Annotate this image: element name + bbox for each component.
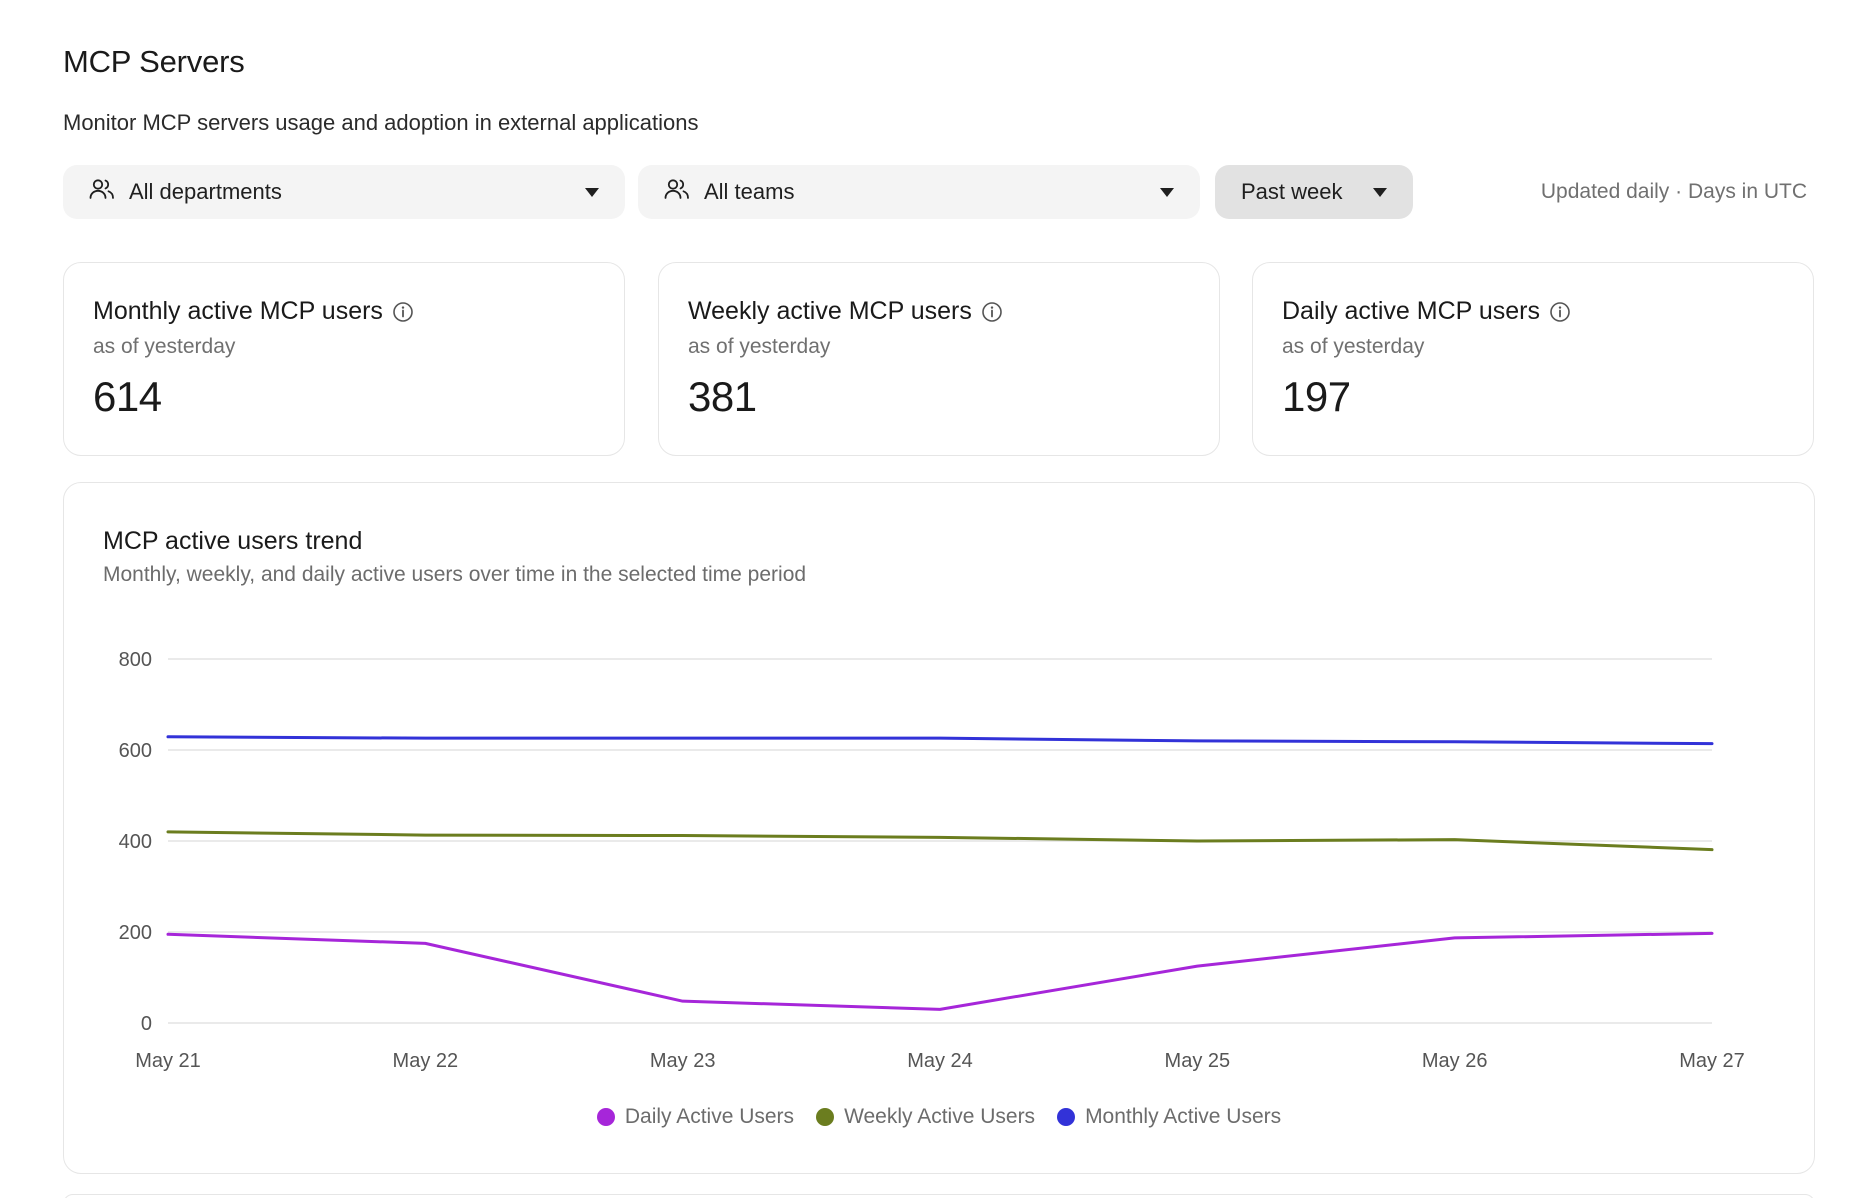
info-icon[interactable] bbox=[392, 301, 414, 323]
y-tick-label: 600 bbox=[119, 740, 152, 762]
next-panel-edge bbox=[63, 1194, 1815, 1198]
chevron-down-icon bbox=[1160, 187, 1174, 197]
department-filter-label: All departments bbox=[129, 179, 282, 204]
card-title: Monthly active MCP users bbox=[93, 297, 383, 325]
legend-label: Monthly Active Users bbox=[1085, 1105, 1282, 1128]
x-tick-label: May 25 bbox=[1165, 1050, 1231, 1072]
daily-active-card: Daily active MCP users as of yesterday 1… bbox=[1252, 262, 1814, 456]
users-icon bbox=[664, 177, 690, 207]
team-filter-dropdown[interactable]: All teams bbox=[638, 165, 1200, 219]
y-tick-label: 200 bbox=[119, 922, 152, 944]
card-title: Daily active MCP users bbox=[1282, 297, 1540, 325]
series-line-daily-active-users bbox=[166, 931, 1714, 1011]
line-chart: 0 200 400 600 800 May 21 May 22 May 23 May 24 May… bbox=[119, 649, 1745, 1072]
card-subtitle: as of yesterday bbox=[688, 335, 831, 358]
x-tick-label: May 24 bbox=[907, 1050, 973, 1072]
update-note: Updated daily · Days in UTC bbox=[1540, 180, 1807, 203]
y-tick-label: 400 bbox=[119, 831, 152, 853]
y-tick-label: 0 bbox=[141, 1013, 152, 1035]
page-title: MCP Servers bbox=[63, 44, 245, 79]
x-tick-label: May 27 bbox=[1679, 1050, 1745, 1072]
legend-dot bbox=[1057, 1108, 1076, 1126]
chart-legend: Daily Active Users Weekly Active Users Mon… bbox=[64, 1105, 1814, 1129]
card-value: 197 bbox=[1282, 373, 1351, 420]
period-filter-label: Past week bbox=[1241, 179, 1343, 204]
card-title-row: Weekly active MCP users bbox=[688, 297, 1003, 326]
x-tick-label: May 23 bbox=[650, 1050, 716, 1072]
legend-dot bbox=[816, 1108, 835, 1126]
info-icon[interactable] bbox=[981, 301, 1003, 323]
department-filter-dropdown[interactable]: All departments bbox=[63, 165, 625, 219]
legend-item[interactable]: Weekly Active Users bbox=[816, 1105, 1035, 1129]
team-filter-label: All teams bbox=[704, 179, 795, 204]
weekly-active-card: Weekly active MCP users as of yesterday … bbox=[658, 262, 1220, 456]
users-icon bbox=[89, 177, 115, 207]
y-tick-label: 800 bbox=[119, 649, 152, 671]
trend-chart-panel: MCP active users trend Monthly, weekly, … bbox=[63, 482, 1815, 1174]
card-value: 614 bbox=[93, 373, 162, 420]
x-tick-label: May 26 bbox=[1422, 1050, 1488, 1072]
series-line-monthly-active-users bbox=[166, 735, 1714, 746]
legend-dot bbox=[596, 1108, 615, 1126]
page-subtitle: Monitor MCP servers usage and adoption i… bbox=[63, 110, 699, 135]
legend-item[interactable]: Daily Active Users bbox=[596, 1105, 795, 1129]
card-title-row: Monthly active MCP users bbox=[93, 297, 414, 326]
card-subtitle: as of yesterday bbox=[93, 335, 236, 358]
chevron-down-icon bbox=[585, 187, 599, 197]
card-value: 381 bbox=[688, 373, 757, 420]
monthly-active-card: Monthly active MCP users as of yesterday… bbox=[63, 262, 625, 456]
legend-label: Weekly Active Users bbox=[844, 1105, 1036, 1128]
legend-label: Daily Active Users bbox=[624, 1105, 795, 1128]
card-title-row: Daily active MCP users bbox=[1282, 297, 1571, 326]
info-icon[interactable] bbox=[1549, 301, 1571, 323]
x-tick-label: May 21 bbox=[135, 1050, 201, 1072]
x-tick-label: May 22 bbox=[393, 1050, 459, 1072]
card-subtitle: as of yesterday bbox=[1282, 335, 1425, 358]
chevron-down-icon bbox=[1373, 187, 1387, 197]
period-filter-dropdown[interactable]: Past week bbox=[1215, 165, 1413, 219]
series-line-weekly-active-users bbox=[166, 830, 1714, 852]
chart-subtitle: Monthly, weekly, and daily active users … bbox=[103, 563, 807, 586]
card-title: Weekly active MCP users bbox=[688, 297, 972, 325]
legend-item[interactable]: Monthly Active Users bbox=[1057, 1105, 1281, 1129]
chart-title: MCP active users trend bbox=[103, 527, 363, 555]
